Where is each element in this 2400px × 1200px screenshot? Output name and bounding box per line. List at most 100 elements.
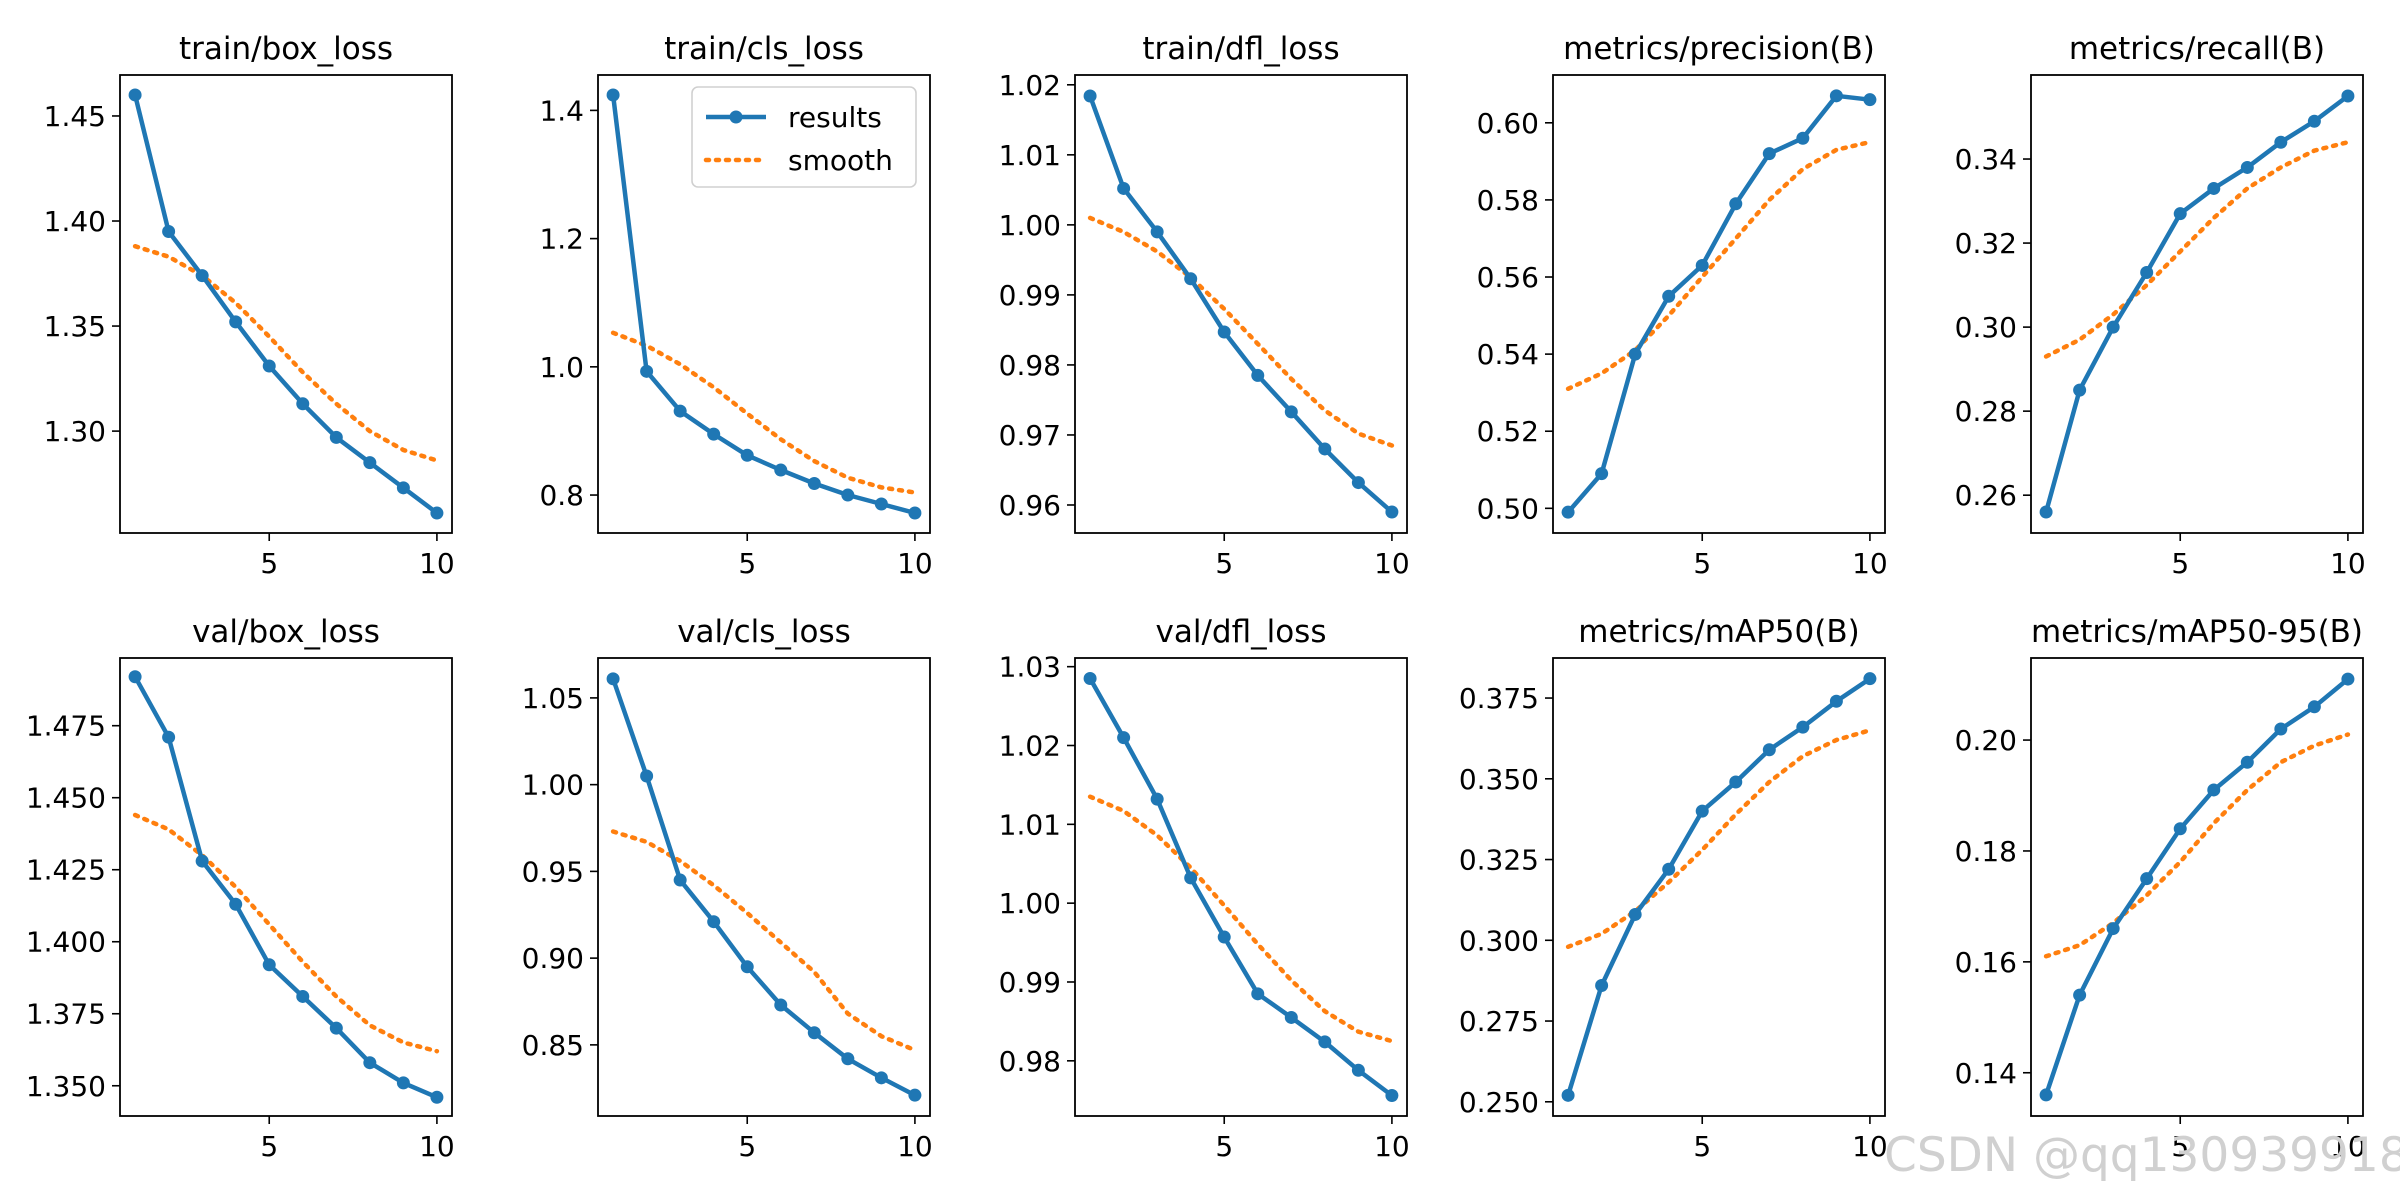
results-point bbox=[229, 897, 243, 911]
results-point bbox=[1695, 804, 1709, 818]
results-point bbox=[2341, 89, 2355, 103]
results-point bbox=[2140, 872, 2154, 886]
results-point bbox=[128, 670, 142, 684]
results-point bbox=[1595, 979, 1609, 993]
results-point bbox=[1796, 720, 1810, 734]
results-point bbox=[774, 998, 788, 1012]
panel-val-dfl-loss: val/dfl_loss 0.98 0.99 1.00 1.01 1.02 1.03 5 10 bbox=[999, 614, 1410, 1163]
results-point bbox=[162, 225, 176, 239]
panel-train-dfl-loss: train/dfl_loss 0.96 0.97 0.98 0.99 1.00 1.01 1.… bbox=[999, 31, 1410, 580]
results-point bbox=[908, 506, 922, 520]
x-tick-label: 5 bbox=[260, 1130, 278, 1163]
results-point bbox=[1863, 93, 1877, 107]
results-point bbox=[329, 1021, 343, 1035]
results-point bbox=[2240, 755, 2254, 769]
results-line bbox=[610, 678, 916, 1098]
smooth-line bbox=[2043, 139, 2351, 359]
results-point bbox=[740, 960, 754, 974]
y-tick-label: 1.03 bbox=[999, 651, 1061, 684]
panel-title: metrics/mAP50(B) bbox=[1578, 614, 1859, 650]
legend-results-label: results bbox=[788, 101, 882, 134]
panel-metrics-map50-95-b-: metrics/mAP50-95(B) 0.14 0.16 0.18 0.20 5 10 bbox=[1955, 614, 2366, 1163]
y-tick-label: 1.45 bbox=[44, 100, 106, 133]
results-line bbox=[2043, 94, 2350, 513]
y-tick-label: 0.34 bbox=[1955, 143, 2017, 176]
results-point bbox=[262, 359, 276, 373]
axes-frame bbox=[1074, 74, 1408, 534]
panel-title: val/cls_loss bbox=[677, 614, 851, 650]
y-tick-label: 1.05 bbox=[522, 682, 584, 715]
results-point bbox=[430, 1090, 444, 1104]
results-point bbox=[2307, 114, 2321, 128]
axes-frame bbox=[2030, 657, 2364, 1117]
results-point bbox=[1729, 197, 1743, 211]
x-tick-label: 10 bbox=[1374, 547, 1410, 580]
x-tick-label: 10 bbox=[1852, 547, 1888, 580]
results-point bbox=[807, 477, 821, 491]
y-tick-label: 1.475 bbox=[26, 710, 106, 743]
results-point bbox=[1385, 505, 1399, 519]
results-point bbox=[1829, 694, 1843, 708]
results-point bbox=[396, 1076, 410, 1090]
y-tick-label: 0.26 bbox=[1955, 479, 2017, 512]
panel-title: metrics/precision(B) bbox=[1563, 31, 1875, 67]
watermark-text: CSDN @qq1309399183 bbox=[1884, 1128, 2400, 1183]
axes-frame bbox=[1552, 74, 1886, 534]
smooth-line bbox=[132, 243, 440, 463]
axes-frame bbox=[597, 657, 931, 1117]
results-point bbox=[195, 269, 209, 283]
results-point bbox=[1284, 405, 1298, 419]
y-tick-label: 0.99 bbox=[999, 966, 1061, 999]
results-point bbox=[707, 915, 721, 929]
results-point bbox=[1217, 930, 1231, 944]
y-tick-label: 0.300 bbox=[1459, 924, 1539, 957]
results-point bbox=[2039, 1088, 2053, 1102]
results-point bbox=[296, 989, 310, 1003]
y-tick-label: 0.90 bbox=[522, 942, 584, 975]
results-line bbox=[133, 675, 438, 1100]
results-point bbox=[296, 397, 310, 411]
panel-title: metrics/recall(B) bbox=[2069, 31, 2325, 67]
results-point bbox=[2274, 135, 2288, 149]
results-point bbox=[2173, 207, 2187, 221]
y-tick-label: 0.58 bbox=[1477, 184, 1539, 217]
x-tick-label: 5 bbox=[738, 1130, 756, 1163]
results-point bbox=[162, 730, 176, 744]
axes-frame bbox=[2030, 74, 2364, 534]
results-line bbox=[132, 94, 439, 515]
y-tick-label: 0.96 bbox=[999, 489, 1061, 522]
results-point bbox=[841, 488, 855, 502]
results-point bbox=[707, 427, 721, 441]
panel-title: metrics/mAP50-95(B) bbox=[2031, 614, 2363, 650]
y-tick-label: 0.8 bbox=[539, 479, 584, 512]
smooth-line bbox=[1565, 139, 1873, 392]
y-tick-label: 1.4 bbox=[539, 94, 584, 127]
y-tick-label: 0.16 bbox=[1955, 946, 2017, 979]
axes-frame bbox=[119, 74, 453, 534]
results-point bbox=[1729, 775, 1743, 789]
x-tick-label: 5 bbox=[2171, 547, 2189, 580]
results-point bbox=[874, 497, 888, 511]
panel-title: train/box_loss bbox=[179, 31, 393, 67]
results-point bbox=[195, 854, 209, 868]
x-tick-label: 5 bbox=[2171, 1130, 2189, 1163]
y-tick-label: 0.56 bbox=[1477, 261, 1539, 294]
results-point bbox=[2341, 672, 2355, 686]
results-point bbox=[229, 315, 243, 329]
results-point bbox=[1628, 347, 1642, 361]
results-point bbox=[606, 88, 620, 102]
axes-frame bbox=[1552, 657, 1886, 1117]
results-point bbox=[1595, 467, 1609, 481]
x-tick-label: 10 bbox=[897, 547, 933, 580]
axes-frame bbox=[597, 74, 931, 534]
panel-metrics-precision-b-: metrics/precision(B) 0.50 0.52 0.54 0.56 0.58… bbox=[1477, 31, 1888, 580]
y-tick-label: 0.50 bbox=[1477, 492, 1539, 525]
y-tick-label: 0.85 bbox=[522, 1029, 584, 1062]
results-point bbox=[1762, 743, 1776, 757]
results-point bbox=[2274, 722, 2288, 736]
x-tick-label: 10 bbox=[1374, 1130, 1410, 1163]
axes-frame bbox=[119, 657, 453, 1117]
panel-metrics-recall-b-: metrics/recall(B) 0.26 0.28 0.30 0.32 0.34 5 10 bbox=[1955, 31, 2366, 580]
results-point bbox=[1150, 792, 1164, 806]
results-point bbox=[673, 404, 687, 418]
